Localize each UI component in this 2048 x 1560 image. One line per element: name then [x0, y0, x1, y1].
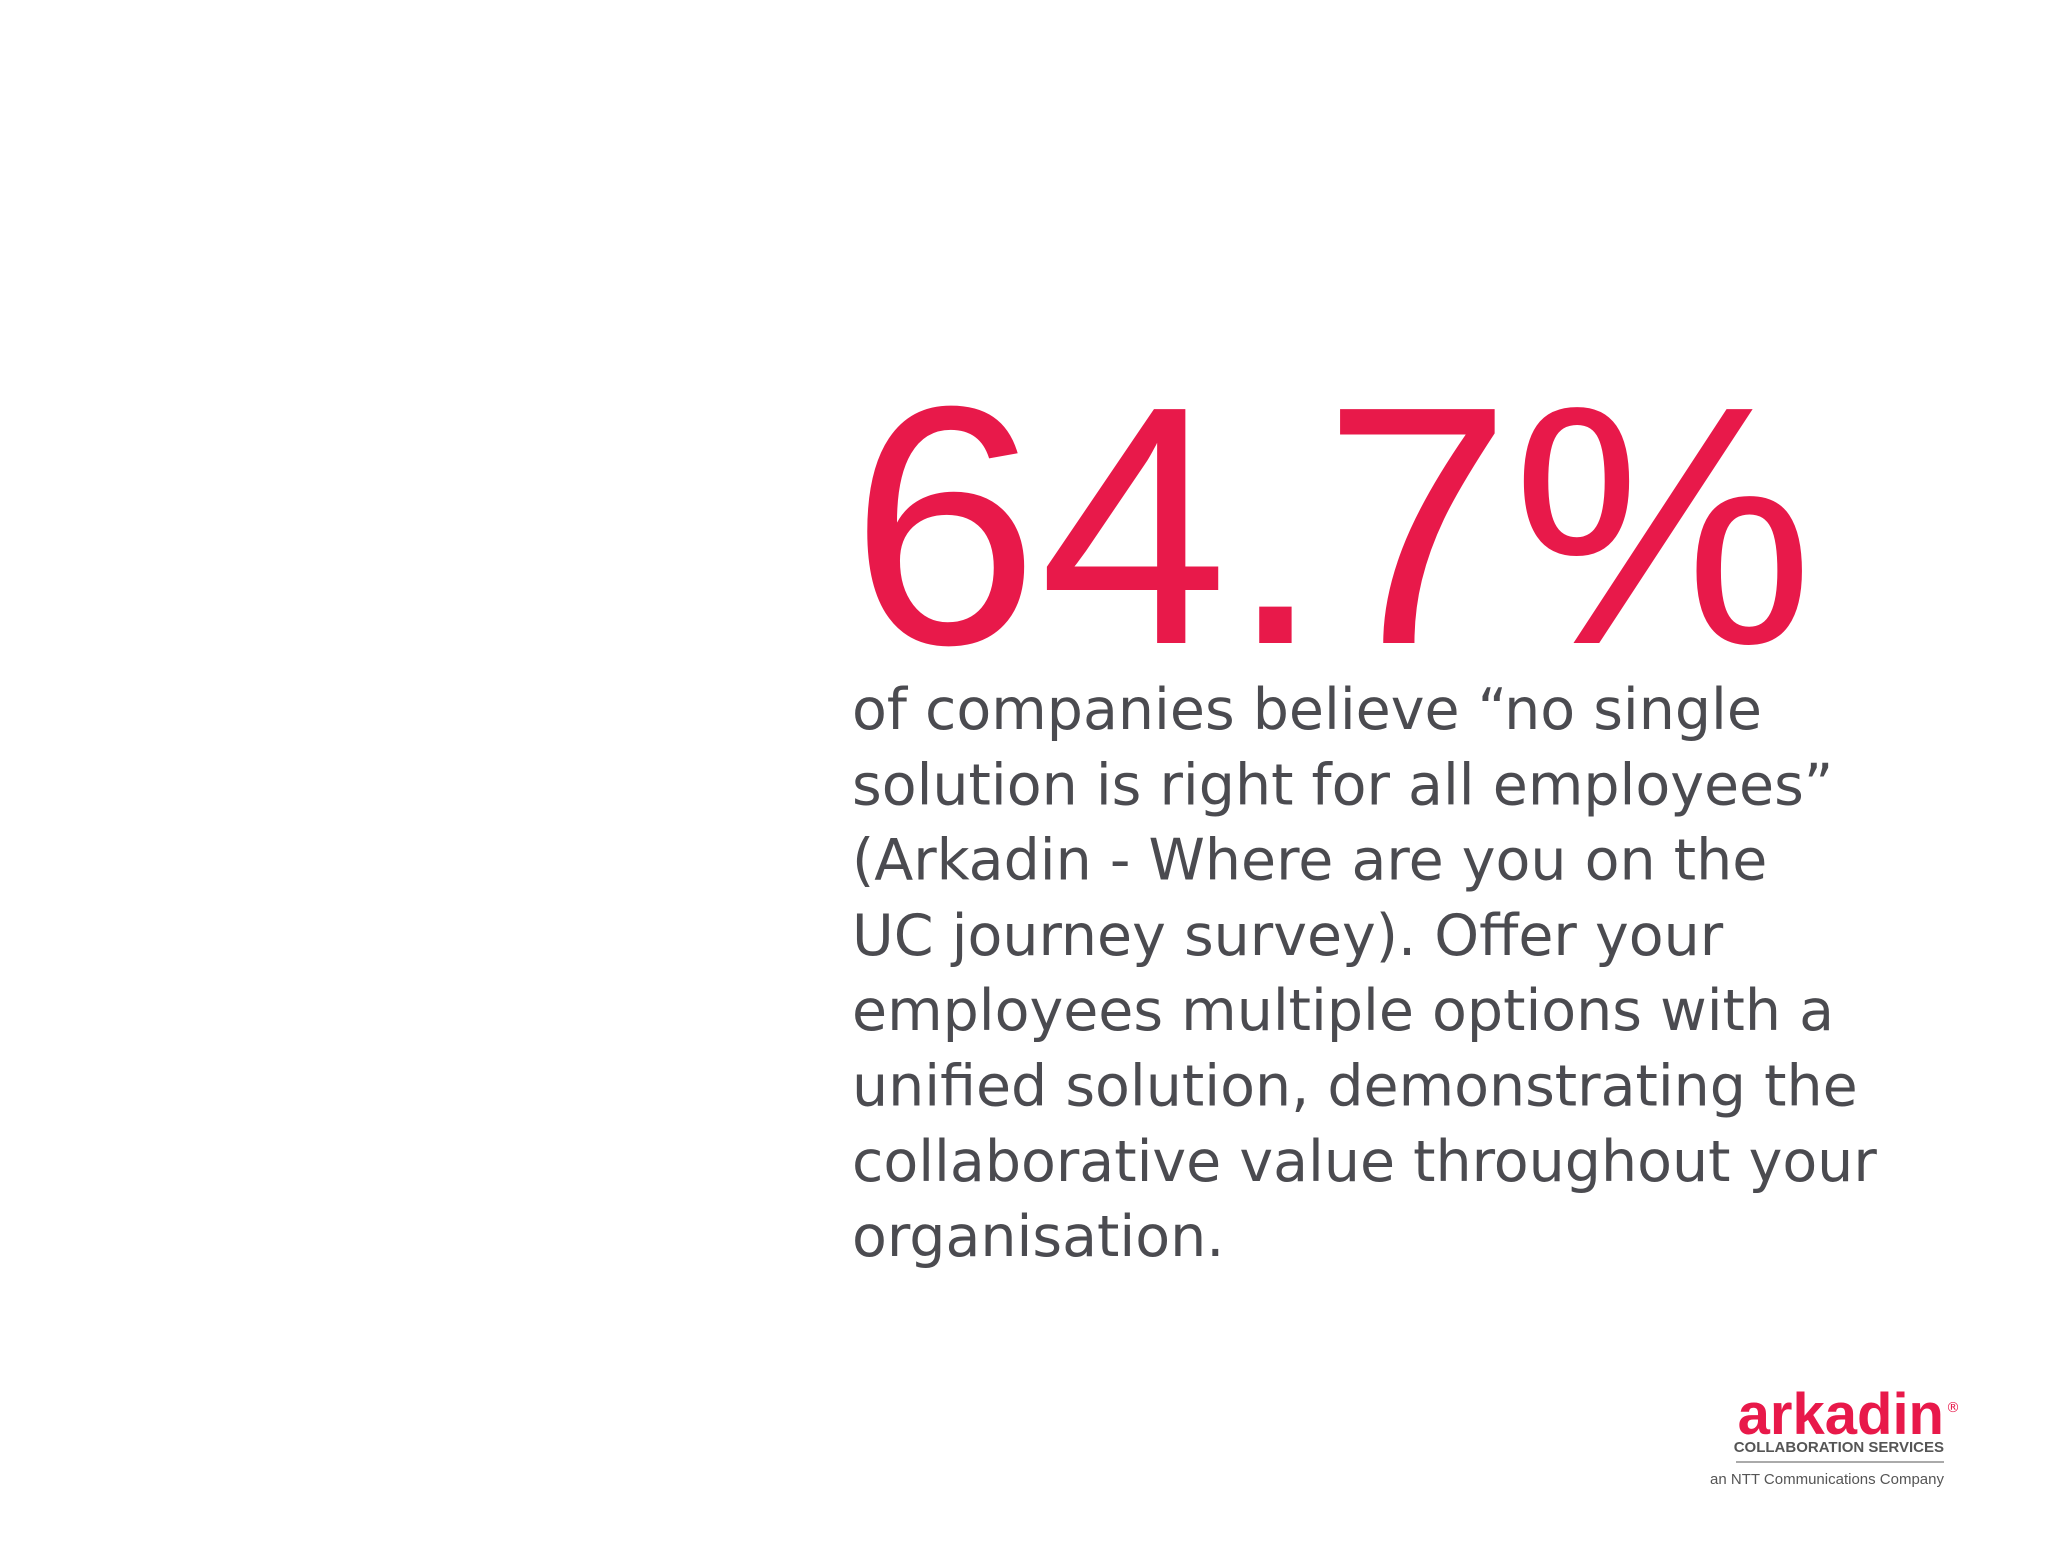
- stat-value: 64.7%: [850, 336, 1814, 716]
- body-line: (Arkadin - Where are you on the: [852, 828, 1767, 894]
- logo-registered: ®: [1946, 1400, 1960, 1416]
- logo-parent: an NTT Communications Company: [1710, 1471, 1944, 1488]
- body-line: of companies believe “no single: [852, 677, 1762, 743]
- logo-name: arkadin: [1738, 1382, 1944, 1447]
- body-line: UC journey survey). Offer your: [852, 903, 1724, 969]
- body-line: employees multiple options with a: [852, 978, 1834, 1044]
- body-line: unified solution, demonstrating the: [852, 1054, 1858, 1120]
- logo: arkadin ® COLLABORATION SERVICES an NTT …: [1710, 1382, 1960, 1488]
- body-line: solution is right for all employees”: [852, 752, 1833, 818]
- body-line: organisation.: [852, 1204, 1224, 1270]
- body-line: collaborative value throughout your: [852, 1129, 1877, 1195]
- body-text: of companies believe “no single solution …: [852, 677, 1877, 1270]
- logo-tagline: COLLABORATION SERVICES: [1734, 1439, 1944, 1456]
